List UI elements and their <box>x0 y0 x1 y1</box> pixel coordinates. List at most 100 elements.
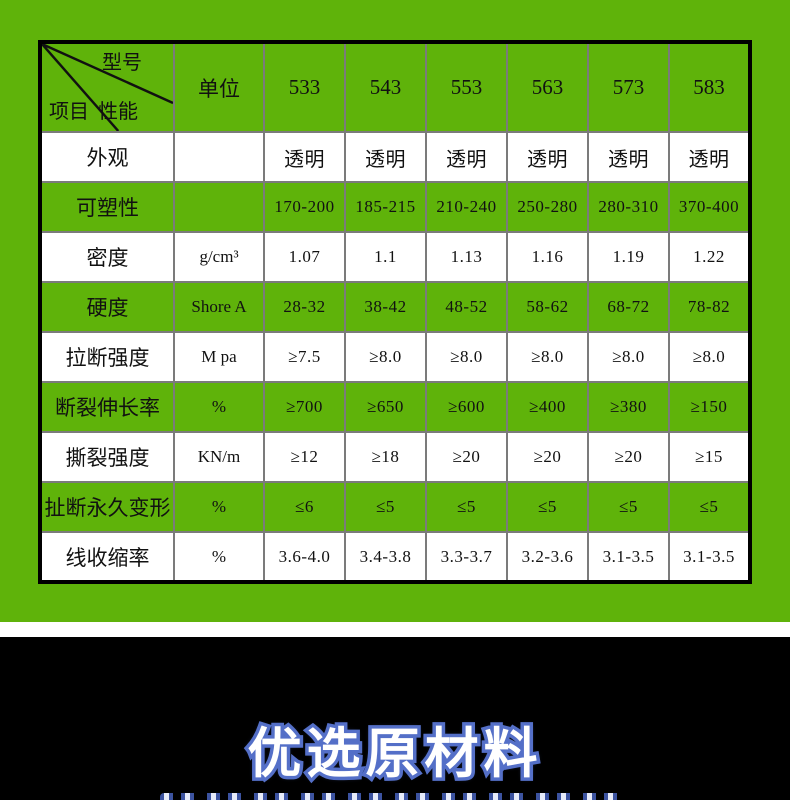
cell-value: ≤6 <box>263 481 346 533</box>
cutoff-text-pattern <box>160 793 630 800</box>
table-row-permanent-set: 扯断永久变形 % ≤6 ≤5 ≤5 ≤5 ≤5 ≤5 <box>39 481 751 533</box>
cell-value: ≥8.0 <box>587 331 670 383</box>
cell-value: 78-82 <box>668 281 751 333</box>
white-divider <box>0 622 790 637</box>
row-unit <box>173 131 265 183</box>
row-unit: Shore A <box>173 281 265 333</box>
cell-value: 1.19 <box>587 231 670 283</box>
table-row-tear-strength: 撕裂强度 KN/m ≥12 ≥18 ≥20 ≥20 ≥20 ≥15 <box>39 431 751 483</box>
cell-value: 68-72 <box>587 281 670 333</box>
cell-value: 3.2-3.6 <box>506 531 589 583</box>
cell-value: 170-200 <box>263 181 346 233</box>
row-label: 硬度 <box>39 281 175 333</box>
row-label: 外观 <box>39 131 175 183</box>
cell-value: ≥700 <box>263 381 346 433</box>
cell-value: ≥8.0 <box>668 331 751 383</box>
cell-value: ≤5 <box>506 481 589 533</box>
cell-value: ≤5 <box>344 481 427 533</box>
model-column-header: 553 <box>425 41 508 133</box>
cell-value: 1.1 <box>344 231 427 283</box>
row-unit: KN/m <box>173 431 265 483</box>
spec-table: 型号 性能 项目 单位 533 543 553 563 573 583 外观 <box>38 40 752 584</box>
table-row-density: 密度 g/cm³ 1.07 1.1 1.13 1.16 1.19 1.22 <box>39 231 751 283</box>
row-unit: g/cm³ <box>173 231 265 283</box>
table-row-linear-shrinkage: 线收缩率 % 3.6-4.0 3.4-3.8 3.3-3.7 3.2-3.6 3… <box>39 531 751 583</box>
cell-value: 透明 <box>263 131 346 183</box>
table-row-tensile-strength: 拉断强度 M pa ≥7.5 ≥8.0 ≥8.0 ≥8.0 ≥8.0 ≥8.0 <box>39 331 751 383</box>
promo-banner: 优选原材料 <box>0 637 790 800</box>
cell-value: 3.6-4.0 <box>263 531 346 583</box>
cell-value: 透明 <box>668 131 751 183</box>
cell-value: ≥18 <box>344 431 427 483</box>
model-column-header: 563 <box>506 41 589 133</box>
cell-value: 58-62 <box>506 281 589 333</box>
corner-diagonal-lines <box>42 44 172 130</box>
row-unit: % <box>173 381 265 433</box>
cell-value: 38-42 <box>344 281 427 333</box>
cell-value: 48-52 <box>425 281 508 333</box>
row-label: 扯断永久变形 <box>39 481 175 533</box>
table-row-hardness: 硬度 Shore A 28-32 38-42 48-52 58-62 68-72… <box>39 281 751 333</box>
cell-value: 透明 <box>425 131 508 183</box>
unit-column-header: 单位 <box>173 41 265 133</box>
cell-value: 1.16 <box>506 231 589 283</box>
cell-value: 1.13 <box>425 231 508 283</box>
cell-value: ≥8.0 <box>506 331 589 383</box>
cell-value: 透明 <box>506 131 589 183</box>
cell-value: ≥380 <box>587 381 670 433</box>
table-row-elongation: 断裂伸长率 % ≥700 ≥650 ≥600 ≥400 ≥380 ≥150 <box>39 381 751 433</box>
cell-value: ≤5 <box>587 481 670 533</box>
model-column-header: 543 <box>344 41 427 133</box>
cell-value: ≥600 <box>425 381 508 433</box>
cell-value: 280-310 <box>587 181 670 233</box>
cell-value: ≥650 <box>344 381 427 433</box>
model-column-header: 583 <box>668 41 751 133</box>
cell-value: ≥400 <box>506 381 589 433</box>
row-label: 撕裂强度 <box>39 431 175 483</box>
cell-value: 250-280 <box>506 181 589 233</box>
table-row-appearance: 外观 透明 透明 透明 透明 透明 透明 <box>39 131 751 183</box>
cell-value: ≥8.0 <box>344 331 427 383</box>
row-unit: % <box>173 531 265 583</box>
cutoff-text-tips <box>160 793 630 800</box>
cell-value: ≥20 <box>506 431 589 483</box>
row-label: 密度 <box>39 231 175 283</box>
table-header-row: 型号 性能 项目 单位 533 543 553 563 573 583 <box>39 41 751 133</box>
row-label: 可塑性 <box>39 181 175 233</box>
cell-value: 185-215 <box>344 181 427 233</box>
cell-value: 3.1-3.5 <box>587 531 670 583</box>
spec-table-section: 型号 性能 项目 单位 533 543 553 563 573 583 外观 <box>0 0 790 622</box>
cell-value: 1.07 <box>263 231 346 283</box>
corner-header-cell: 型号 性能 项目 <box>39 41 175 133</box>
model-column-header: 573 <box>587 41 670 133</box>
cell-value: ≥12 <box>263 431 346 483</box>
cell-value: ≥150 <box>668 381 751 433</box>
cell-value: 28-32 <box>263 281 346 333</box>
cell-value: ≤5 <box>425 481 508 533</box>
promo-title: 优选原材料 <box>244 724 543 785</box>
row-unit: M pa <box>173 331 265 383</box>
cell-value: ≥20 <box>425 431 508 483</box>
row-unit: % <box>173 481 265 533</box>
table-row-plasticity: 可塑性 170-200 185-215 210-240 250-280 280-… <box>39 181 751 233</box>
cell-value: ≥20 <box>587 431 670 483</box>
row-label: 线收缩率 <box>39 531 175 583</box>
cell-value: 透明 <box>344 131 427 183</box>
row-unit <box>173 181 265 233</box>
cell-value: 370-400 <box>668 181 751 233</box>
row-label: 断裂伸长率 <box>39 381 175 433</box>
cell-value: ≥8.0 <box>425 331 508 383</box>
cell-value: 透明 <box>587 131 670 183</box>
cell-value: 3.3-3.7 <box>425 531 508 583</box>
cell-value: 3.4-3.8 <box>344 531 427 583</box>
cell-value: ≤5 <box>668 481 751 533</box>
cell-value: ≥7.5 <box>263 331 346 383</box>
corner-performance-label: 性能 <box>98 101 138 123</box>
cell-value: 3.1-3.5 <box>668 531 751 583</box>
model-column-header: 533 <box>263 41 346 133</box>
cell-value: ≥15 <box>668 431 751 483</box>
corner-item-label: 项目 <box>49 101 89 123</box>
row-label: 拉断强度 <box>39 331 175 383</box>
cell-value: 210-240 <box>425 181 508 233</box>
